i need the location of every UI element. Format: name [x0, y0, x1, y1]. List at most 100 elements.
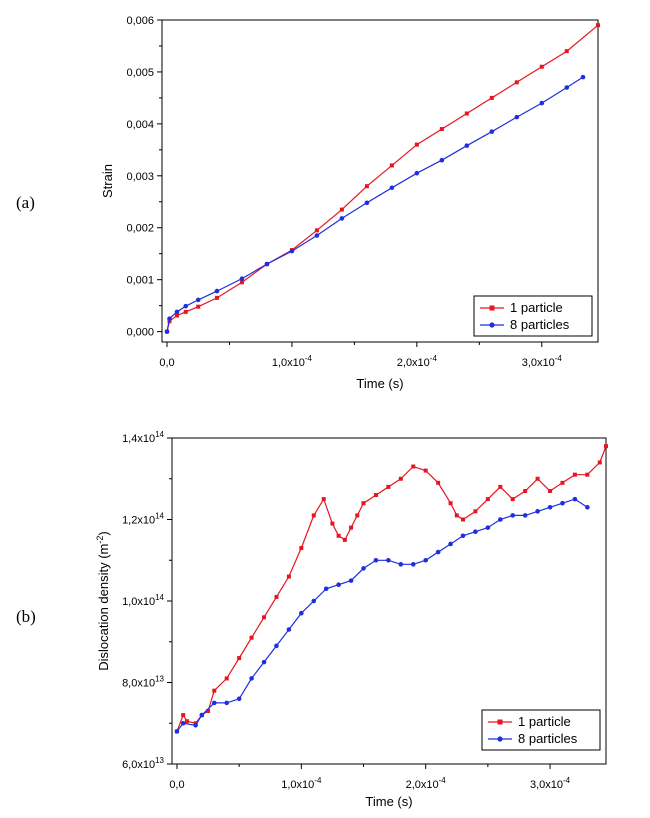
- data-point: [214, 288, 220, 294]
- data-point: [311, 598, 317, 604]
- series-line: [176, 498, 588, 732]
- data-point: [460, 533, 466, 539]
- data-point: [510, 513, 516, 518]
- data-point: [174, 729, 180, 734]
- data-point: [224, 676, 229, 681]
- y-tick-label: 0,000: [126, 327, 154, 339]
- data-point: [364, 200, 370, 206]
- data-point: [349, 525, 354, 530]
- data-point: [196, 304, 201, 309]
- data-point: [262, 615, 267, 620]
- y-tick-label: 1,4x1014: [122, 430, 164, 445]
- data-point: [436, 480, 441, 485]
- y-tick-label: 0,005: [126, 67, 154, 79]
- data-point: [585, 504, 590, 510]
- data-point: [560, 480, 565, 485]
- data-point: [514, 114, 520, 120]
- data-point: [539, 100, 545, 106]
- data-point: [423, 557, 428, 563]
- data-point: [572, 472, 577, 477]
- data-point: [355, 513, 360, 518]
- plot-frame: [161, 19, 599, 343]
- series-eight-particles: [174, 496, 590, 734]
- data-point: [373, 557, 379, 563]
- legend-box: [481, 709, 601, 751]
- data-point: [237, 656, 242, 661]
- data-point: [361, 501, 366, 506]
- data-point: [485, 497, 490, 502]
- data-point: [604, 444, 608, 449]
- panel-label: (a): [16, 193, 35, 212]
- data-point: [339, 216, 345, 221]
- data-point: [411, 464, 416, 469]
- data-point: [414, 170, 420, 176]
- data-point: [398, 476, 403, 481]
- x-tick-label: 1,0x10-4: [272, 354, 313, 369]
- series-line: [176, 445, 607, 732]
- chart-b: (b) 0,0 1,0x10-4 2,0x10-4 3,0x10-4 6,0x1013 8,…: [16, 430, 608, 809]
- legend-label: 1 particle: [510, 300, 563, 315]
- data-point: [330, 521, 335, 526]
- x-axis-label: Time (s): [356, 376, 403, 391]
- data-point: [489, 95, 494, 100]
- data-point: [193, 722, 198, 728]
- data-point: [336, 533, 341, 538]
- data-point: [464, 111, 469, 116]
- data-point: [181, 713, 186, 718]
- data-point: [239, 280, 244, 285]
- data-point: [167, 316, 172, 321]
- x-tick-label: 3,0x10-4: [530, 776, 571, 791]
- data-point: [183, 309, 188, 314]
- data-point: [180, 720, 186, 726]
- data-point: [523, 488, 528, 493]
- data-point: [464, 143, 470, 148]
- data-point: [274, 594, 279, 599]
- legend: 1 particle 8 particles: [481, 709, 601, 751]
- x-tick-label: 2,0x10-4: [406, 776, 447, 791]
- data-point: [514, 80, 519, 85]
- data-point: [314, 233, 320, 238]
- data-point: [389, 185, 395, 191]
- data-point: [249, 676, 254, 681]
- y-axis-label: Strain: [100, 164, 115, 198]
- data-point: [439, 127, 444, 132]
- y-tick-label: 0,001: [126, 275, 154, 287]
- data-point: [423, 468, 428, 473]
- data-point: [454, 513, 459, 518]
- data-point: [314, 228, 319, 233]
- x-tick-label: 1,0x10-4: [281, 776, 322, 791]
- data-point: [184, 719, 189, 724]
- data-point: [498, 484, 503, 489]
- data-point: [342, 537, 347, 542]
- legend-swatch-marker: [497, 719, 503, 725]
- data-point: [212, 688, 217, 693]
- data-point: [547, 504, 553, 510]
- x-axis-label: Time (s): [365, 794, 412, 809]
- y-tick-label: 0,006: [126, 15, 154, 27]
- data-point: [236, 696, 242, 702]
- data-point: [398, 562, 404, 567]
- data-point: [522, 513, 528, 518]
- data-point: [448, 541, 453, 547]
- x-tick-label: 0,0: [169, 779, 184, 791]
- data-point: [560, 500, 565, 506]
- data-point: [164, 329, 170, 334]
- series-line: [166, 76, 584, 332]
- data-point: [539, 64, 544, 69]
- data-point: [564, 49, 569, 54]
- y-tick-label: 6,0x1013: [122, 756, 164, 771]
- data-point: [596, 23, 600, 28]
- y-tick-label: 0,004: [126, 119, 154, 131]
- data-point: [485, 525, 491, 530]
- data-point: [311, 513, 316, 518]
- data-point: [489, 129, 495, 134]
- data-point: [386, 484, 391, 489]
- data-point: [211, 700, 217, 706]
- data-point: [195, 297, 201, 303]
- data-point: [249, 635, 254, 640]
- data-point: [348, 578, 354, 583]
- legend-swatch-marker: [489, 322, 495, 328]
- y-tick-label: 0,003: [126, 171, 154, 183]
- y-tick-label: 0,002: [126, 223, 154, 235]
